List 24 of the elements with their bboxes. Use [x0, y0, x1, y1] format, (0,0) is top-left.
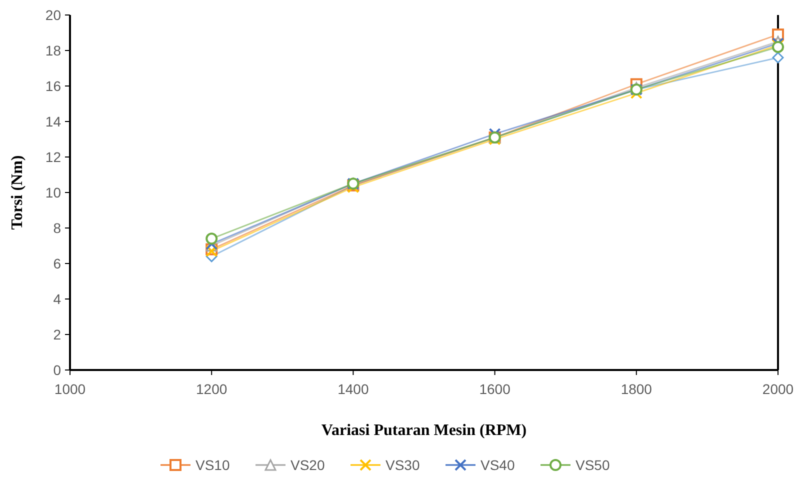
x-tick-label: 1000 [54, 381, 86, 397]
y-tick-label: 2 [53, 326, 62, 342]
x-tick-label: 1200 [196, 381, 228, 397]
y-tick-label: 0 [53, 362, 62, 378]
y-tick-label: 18 [45, 42, 62, 58]
y-tick-label: 14 [45, 113, 62, 130]
x-tick-label: 1800 [620, 381, 652, 397]
x-tick-label: 1400 [338, 381, 369, 397]
legend-label: VS10 [196, 456, 230, 473]
y-tick-label: 10 [45, 184, 62, 200]
y-tick-label: 8 [53, 220, 62, 236]
y-tick-label: 20 [45, 6, 62, 23]
y-tick-label: 16 [45, 78, 62, 94]
y-axis-title: Torsi (Nm) [9, 155, 26, 230]
legend-label: VS20 [290, 456, 325, 473]
y-tick-label: 4 [53, 290, 62, 307]
x-tick-label: 2000 [762, 381, 794, 397]
legend-label: VS30 [386, 456, 420, 473]
legend-label: VS50 [576, 456, 610, 473]
y-tick-label: 12 [45, 148, 62, 165]
y-tick-label: 6 [53, 255, 62, 272]
legend-label: VS40 [480, 456, 515, 473]
x-axis-title: Variasi Putaran Mesin (RPM) [321, 422, 527, 439]
x-tick-label: 1600 [479, 381, 511, 397]
